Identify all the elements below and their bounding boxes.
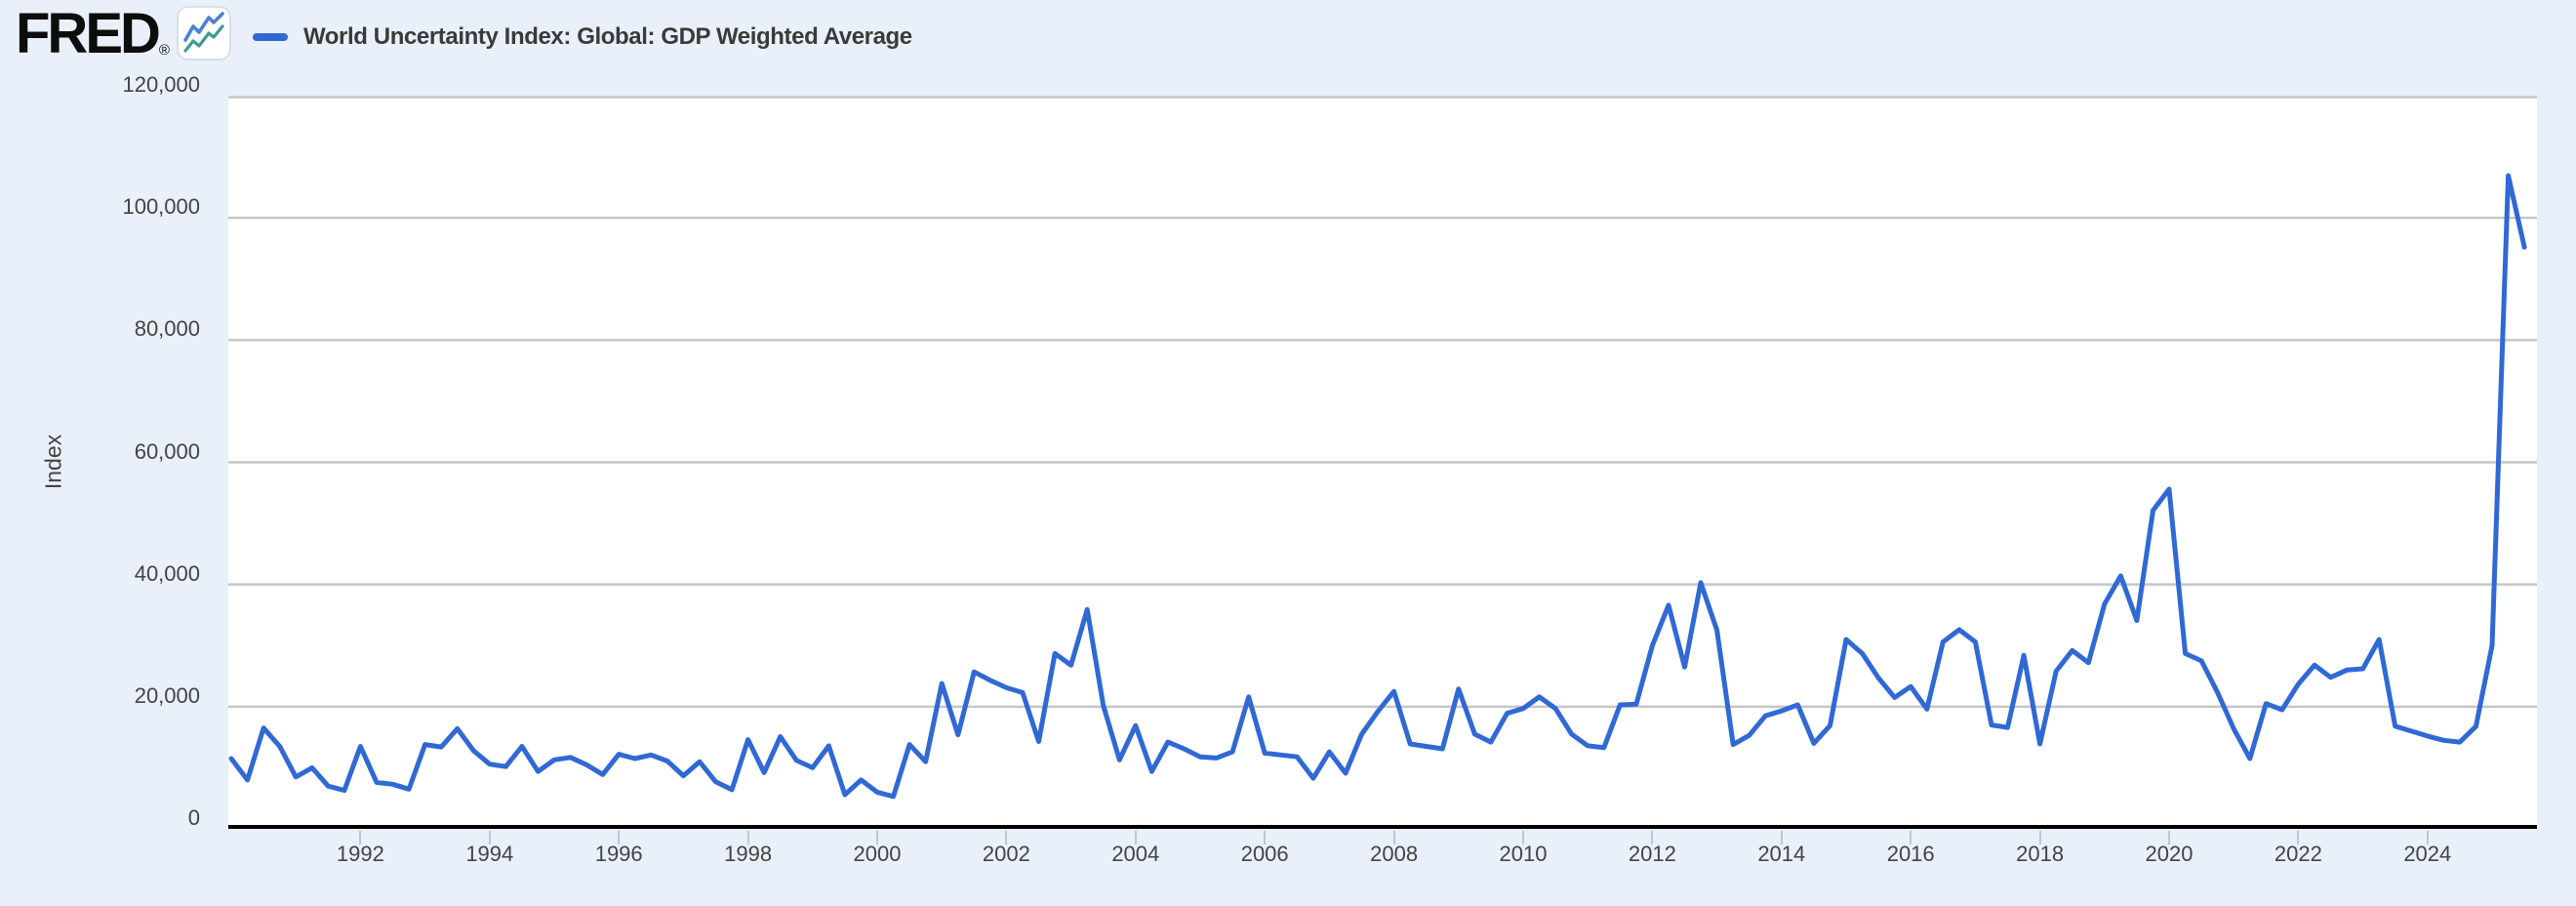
- y-tick-label: 20,000: [134, 682, 200, 708]
- x-tick-label: 2000: [853, 842, 902, 866]
- x-tick-mark: [1651, 831, 1654, 844]
- x-tick-label: 1994: [465, 842, 514, 866]
- x-tick-label: 2012: [1628, 842, 1676, 866]
- x-tick-label: 2018: [2016, 842, 2065, 866]
- x-tick-label: 2006: [1240, 842, 1289, 866]
- header: FRED ® World Uncertainty Index: Global: …: [16, 6, 912, 62]
- x-tick-mark: [746, 831, 749, 844]
- fred-logo-icon-box: [176, 6, 231, 61]
- x-tick-label: 2008: [1370, 842, 1419, 866]
- registered-mark: ®: [158, 42, 170, 59]
- x-tick-label: 2022: [2274, 842, 2322, 866]
- x-tick-mark: [1522, 831, 1524, 844]
- legend-label: World Uncertainty Index: Global: GDP Wei…: [302, 23, 912, 50]
- x-tick-mark: [876, 831, 878, 844]
- data-line: [228, 173, 2527, 800]
- y-tick-label: 0: [187, 805, 200, 830]
- x-tick-mark: [2426, 831, 2429, 844]
- x-tick-label: 2024: [2403, 842, 2452, 866]
- x-tick-label: 2002: [982, 842, 1030, 866]
- y-tick-label: 60,000: [134, 438, 200, 464]
- x-tick-mark: [2038, 831, 2041, 844]
- x-tick-label: 2016: [1886, 842, 1935, 866]
- x-tick-mark: [2297, 831, 2300, 844]
- x-tick-mark: [1780, 831, 1783, 844]
- y-tick-label: 120,000: [122, 72, 200, 97]
- plot-svg: [228, 96, 2537, 829]
- fred-logo[interactable]: FRED ®: [16, 6, 231, 62]
- x-tick-mark: [1910, 831, 1912, 844]
- x-tick-mark: [488, 831, 491, 844]
- y-tick-label: 80,000: [134, 316, 200, 342]
- y-tick-label: 100,000: [122, 194, 200, 220]
- x-tick-mark: [359, 831, 362, 844]
- fred-logo-text: FRED: [16, 2, 161, 65]
- plot-area[interactable]: [228, 96, 2537, 829]
- x-tick-mark: [1005, 831, 1008, 844]
- x-tick-label: 1992: [336, 842, 384, 866]
- y-axis-title: Index: [40, 433, 66, 490]
- x-tick-label: 2010: [1499, 842, 1548, 866]
- x-tick-label: 1996: [594, 842, 643, 866]
- line-chart-icon: [183, 12, 224, 53]
- x-tick-mark: [2168, 831, 2170, 844]
- x-tick-label: 2020: [2145, 842, 2194, 866]
- y-tick-label: 40,000: [134, 560, 200, 586]
- x-tick-label: 2014: [1757, 842, 1806, 866]
- x-tick-mark: [1264, 831, 1267, 844]
- legend-line-swatch: [252, 33, 288, 41]
- x-tick-mark: [1134, 831, 1137, 844]
- x-tick-label: 2004: [1111, 842, 1160, 866]
- x-tick-mark: [618, 831, 621, 844]
- x-tick-mark: [1392, 831, 1395, 844]
- legend: World Uncertainty Index: Global: GDP Wei…: [252, 23, 912, 51]
- x-tick-label: 1998: [724, 842, 773, 866]
